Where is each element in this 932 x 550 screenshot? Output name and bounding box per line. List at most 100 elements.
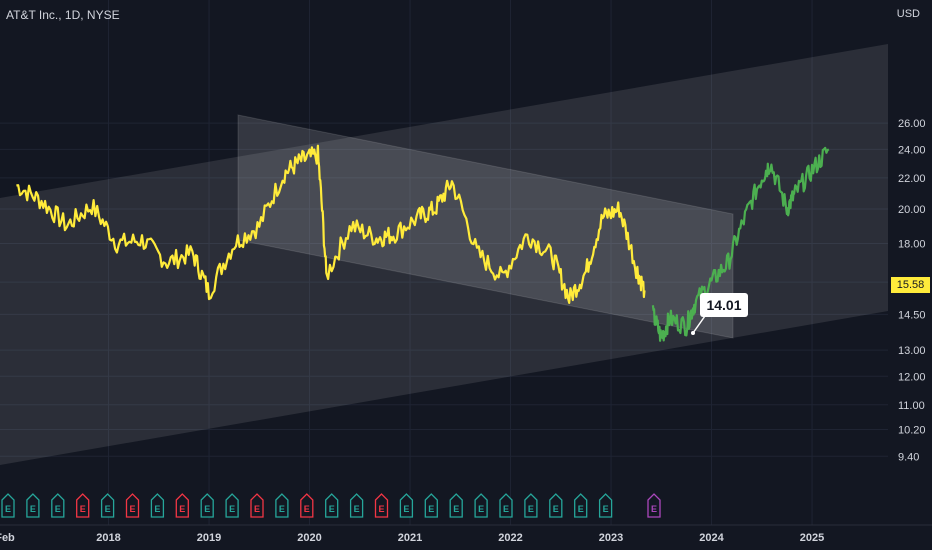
x-tick-label: 2024 <box>699 532 724 544</box>
earnings-marker-label: E <box>179 504 185 514</box>
earnings-marker-label: E <box>329 504 335 514</box>
falling-channel <box>237 114 734 339</box>
earnings-marker-label: E <box>5 504 11 514</box>
earnings-marker-shape <box>574 493 588 518</box>
earnings-marker: E <box>598 493 613 518</box>
earnings-marker-shape <box>1 493 15 518</box>
earnings-marker-label: E <box>55 504 61 514</box>
earnings-marker-label: E <box>453 504 459 514</box>
earnings-marker: E <box>200 493 214 518</box>
earnings-marker-shape <box>598 493 613 518</box>
y-tick-label: 13.00 <box>898 345 926 357</box>
earnings-marker: E <box>399 493 414 518</box>
chart-grid <box>0 0 888 525</box>
earnings-marker-label: E <box>528 504 534 514</box>
x-tick-label: 2019 <box>197 532 221 544</box>
callout-pointer <box>692 315 706 334</box>
y-tick-label: 11.00 <box>898 400 925 412</box>
earnings-marker: E <box>100 493 115 518</box>
earnings-marker-shape <box>499 493 513 518</box>
time-axis: Feb 2018 2019 2020 2021 2022 2023 2024 2025 <box>0 524 932 544</box>
earnings-marker: E <box>524 493 538 518</box>
earnings-marker-shape <box>424 493 438 518</box>
y-tick-label: 26.00 <box>898 118 926 130</box>
channel-drawings <box>0 44 888 465</box>
earnings-marker: E <box>300 493 314 518</box>
earnings-marker-shape <box>349 493 364 518</box>
earnings-marker-label: E <box>428 504 434 514</box>
x-tick-label: 2025 <box>800 532 824 544</box>
earnings-marker-label: E <box>354 504 360 514</box>
earnings-marker-label: E <box>105 504 111 514</box>
y-tick-label: 10.20 <box>898 425 926 437</box>
earnings-marker: E <box>125 493 140 518</box>
earnings-marker: E <box>26 493 40 518</box>
earnings-marker: E <box>499 493 513 518</box>
earnings-marker-shape <box>474 493 488 518</box>
earnings-marker: E <box>574 493 588 518</box>
earnings-marker: E <box>150 493 165 518</box>
price-callout: 14.01 <box>700 293 748 317</box>
earnings-marker-label: E <box>553 504 559 514</box>
earnings-marker-label: E <box>204 504 210 514</box>
earnings-marker-shape <box>449 493 463 518</box>
symbol-header[interactable]: AT&T Inc., 1D, NYSE <box>6 8 120 22</box>
earnings-marker-label: E <box>578 504 584 514</box>
y-tick-label: 18.00 <box>898 239 926 251</box>
earnings-marker: E <box>325 493 339 518</box>
earnings-marker-label: E <box>30 504 36 514</box>
earnings-marker-label: E <box>229 504 235 514</box>
earnings-marker-shape <box>647 493 661 518</box>
rising-channel <box>0 44 888 465</box>
earnings-marker-shape <box>374 493 389 518</box>
earnings-marker-shape <box>275 493 289 518</box>
y-tick-label: 12.00 <box>898 371 926 383</box>
earnings-marker-label: E <box>603 504 609 514</box>
earnings-marker-shape <box>175 493 189 518</box>
earnings-marker-shape <box>26 493 40 518</box>
x-tick-label: Feb <box>0 532 15 544</box>
earnings-marker: E <box>51 493 65 518</box>
earnings-marker-label: E <box>503 504 509 514</box>
earnings-marker-label: E <box>254 504 260 514</box>
earnings-marker-label: E <box>279 504 285 514</box>
earnings-marker-shape <box>300 493 314 518</box>
price-line-series-1 <box>651 146 830 342</box>
earnings-marker-shape <box>549 493 563 518</box>
earnings-marker-shape <box>100 493 115 518</box>
y-tick-label: 20.00 <box>898 204 926 216</box>
earnings-marker-shape <box>125 493 140 518</box>
currency-label: USD <box>896 8 920 20</box>
earnings-marker-label: E <box>304 504 310 514</box>
earnings-marker-label: E <box>378 504 384 514</box>
earnings-marker: E <box>374 493 389 518</box>
earnings-marker-label: E <box>478 504 484 514</box>
earnings-marker-shape <box>250 493 264 518</box>
x-tick-label: 2022 <box>498 532 522 544</box>
y-tick-label: 22.00 <box>898 173 926 185</box>
earnings-marker-label: E <box>403 504 409 514</box>
earnings-marker-shape <box>225 493 239 518</box>
earnings-marker: E <box>449 493 463 518</box>
earnings-marker-shape <box>399 493 414 518</box>
earnings-marker-shape <box>325 493 339 518</box>
earnings-marker-shape <box>150 493 165 518</box>
y-tick-label: 14.50 <box>898 309 926 321</box>
price-series <box>16 144 830 342</box>
earnings-marker: E <box>275 493 289 518</box>
earnings-marker-shape <box>51 493 65 518</box>
x-tick-label: 2021 <box>398 532 422 544</box>
x-tick-label: 2018 <box>96 532 120 544</box>
earnings-marker-label: E <box>129 504 135 514</box>
x-tick-label: 2023 <box>599 532 623 544</box>
x-tick-label: 2020 <box>297 532 321 544</box>
earnings-marker: E <box>474 493 488 518</box>
y-tick-label: 9.40 <box>898 451 919 463</box>
earnings-marker: E <box>76 493 90 518</box>
earnings-marker: E <box>349 493 364 518</box>
y-tick-label: 24.00 <box>898 144 926 156</box>
earnings-marker: E <box>1 493 15 518</box>
earnings-marker: E <box>175 493 189 518</box>
